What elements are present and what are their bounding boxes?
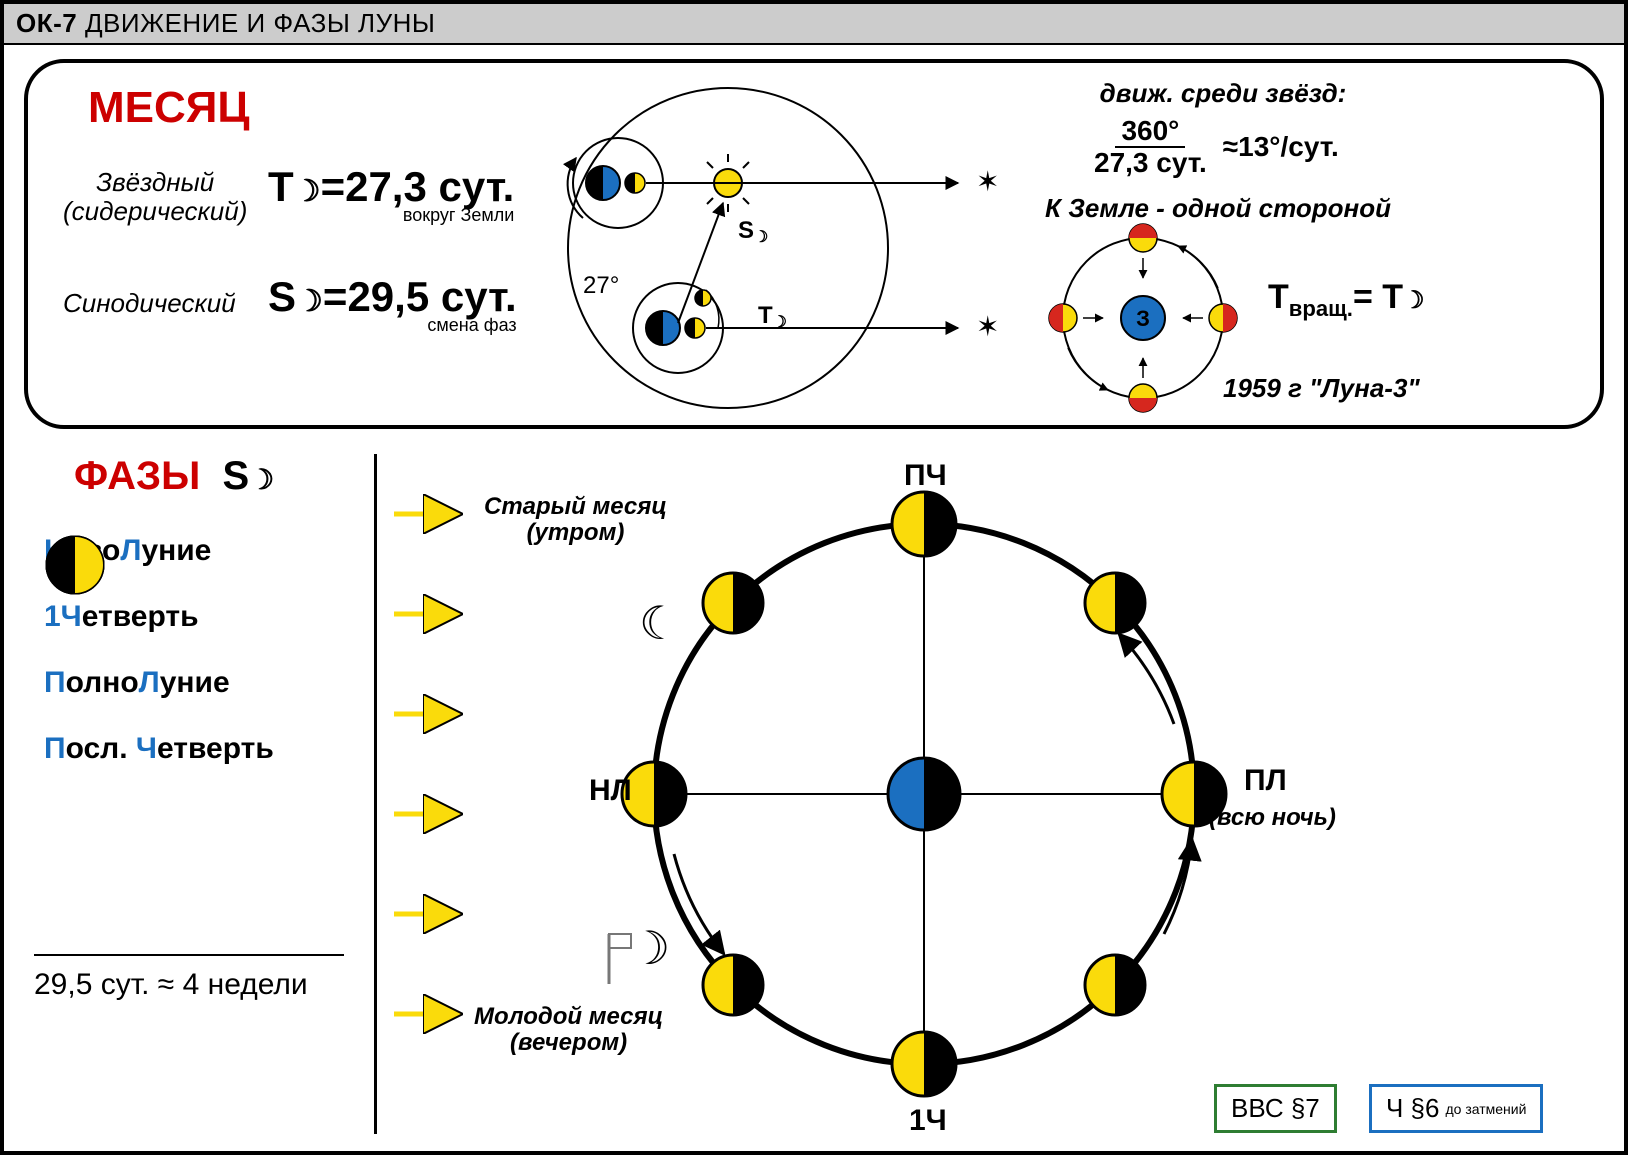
star-motion-formula: 360° 27,3 сут. ≈13°/сут. (1088, 115, 1339, 179)
phase-label: ПолноЛуние (44, 666, 230, 700)
phases-list: НовоЛуние 1Четверть ПолноЛуние Посл. Чет… (44, 534, 354, 798)
star-motion-title: движ. среди звёзд: (1048, 78, 1398, 109)
label-left: НЛ (589, 774, 632, 808)
ref-bbc: ВВС §7 (1214, 1084, 1337, 1133)
label-bottom: 1Ч (909, 1104, 947, 1138)
phase-icon (44, 534, 106, 596)
phase-row: Посл. Четверть (44, 732, 354, 766)
svg-text:З: З (1136, 306, 1150, 331)
svg-text:✶: ✶ (976, 166, 999, 197)
label-top: ПЧ (904, 459, 947, 493)
phase-row: 1Четверть (44, 600, 354, 634)
old-month-label: Старый месяц (утром) (484, 494, 667, 547)
young-month-label: Молодой месяц (вечером) (474, 1004, 663, 1057)
svg-text:27°: 27° (583, 272, 619, 299)
phases-heading: ФАЗЫ S☽ (74, 454, 274, 499)
svg-text:✶: ✶ (976, 311, 999, 342)
svg-text:T☽: T☽ (758, 302, 787, 331)
svg-text:S☽: S☽ (738, 217, 768, 246)
svg-text:☽: ☽ (629, 922, 670, 974)
sidereal-formula: T☽=27,3 сут. вокруг Земли (268, 163, 514, 226)
label-right-note: (всю ночь) (1209, 804, 1336, 832)
header-code: ОК-7 (16, 8, 77, 38)
synodic-formula: S☽=29,5 сут. смена фаз (268, 273, 517, 336)
vertical-separator (374, 454, 377, 1134)
title-bar: ОК-7 ДВИЖЕНИЕ И ФАЗЫ ЛУНЫ (4, 4, 1624, 45)
month-panel: МЕСЯЦ Звёздный (сидерический) T☽=27,3 су… (24, 59, 1604, 429)
one-side-formula: Tвращ.= T☽ (1268, 278, 1425, 322)
ref-ch: Ч §6 до затмений (1369, 1084, 1543, 1133)
sidereal-label: Звёздный (сидерический) (63, 168, 247, 225)
svg-text:☾: ☾ (639, 597, 680, 649)
orbit-diagram: ✶ ✶ 27° S☽ T☽ (528, 68, 1008, 428)
luna3-note: 1959 г "Луна-3" (1223, 373, 1420, 404)
phases-summary: 29,5 сут. ≈ 4 недели (34, 954, 344, 1002)
header-title: ДВИЖЕНИЕ И ФАЗЫ ЛУНЫ (77, 8, 435, 38)
phase-label: Посл. Четверть (44, 732, 274, 766)
phase-row: ПолноЛуние (44, 666, 354, 700)
month-heading: МЕСЯЦ (88, 83, 250, 133)
phase-label: 1Четверть (44, 600, 199, 634)
label-right: ПЛ (1244, 764, 1287, 798)
phase-orbit-diagram: ☾ ☽ (564, 444, 1284, 1144)
synodic-label: Синодический (63, 288, 236, 319)
